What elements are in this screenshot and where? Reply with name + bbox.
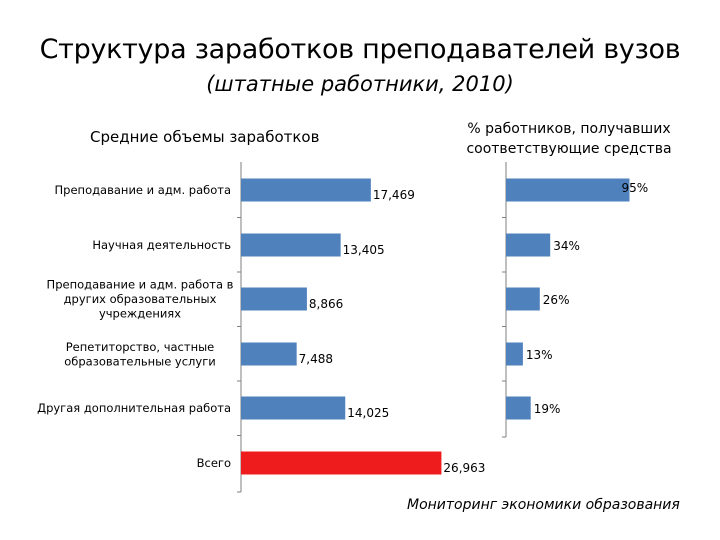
right-bar: [506, 178, 630, 202]
left-bar: [241, 178, 371, 202]
chart-title: Структура заработков преподавателей вузо…: [39, 34, 681, 65]
category-label: Преподавание и адм. работа: [55, 183, 231, 197]
right-bar-value-label: 26%: [543, 293, 570, 307]
left-bar-value-label: 7,488: [299, 352, 333, 366]
left-bar-value-label: 26,963: [443, 461, 485, 475]
right-panel-title: % работников, получавших соответствующие…: [450, 119, 688, 159]
left-panel-title: Средние объемы заработков: [90, 128, 320, 146]
right-bar-value-label: 19%: [534, 402, 561, 416]
category-label: Всего: [197, 456, 231, 470]
left-bar: [241, 342, 297, 366]
category-label: Преподавание и адм. работа в других образ…: [47, 278, 234, 321]
right-bar-value-label: 34%: [553, 239, 580, 253]
right-bar: [506, 287, 540, 311]
left-bar-value-label: 8,866: [309, 297, 343, 311]
category-label: Другая дополнительная работа: [37, 401, 231, 415]
category-label: Репетиторство, частные образовательные ус…: [64, 340, 215, 369]
right-bar: [506, 396, 531, 420]
left-bar-value-label: 17,469: [373, 188, 415, 202]
left-bar: [241, 287, 307, 311]
right-bar-value-label: 95%: [622, 181, 649, 195]
left-bar: [241, 396, 346, 420]
left-bar-value-label: 14,025: [347, 406, 389, 420]
chart-subtitle: (штатные работники, 2010): [206, 72, 514, 96]
left-bar: [241, 233, 341, 257]
right-bar: [506, 233, 551, 257]
source-caption: Мониторинг экономики образования: [407, 497, 680, 513]
category-label: Научная деятельность: [92, 238, 231, 252]
right-bar: [506, 342, 523, 366]
right-panel-title-line-1: % работников, получавших: [467, 121, 671, 137]
right-panel-title-line-2: соответствующие средства: [466, 141, 672, 157]
left-bar-value-label: 13,405: [343, 243, 385, 257]
right-bar-value-label: 13%: [526, 348, 553, 362]
left-bar: [241, 451, 442, 475]
